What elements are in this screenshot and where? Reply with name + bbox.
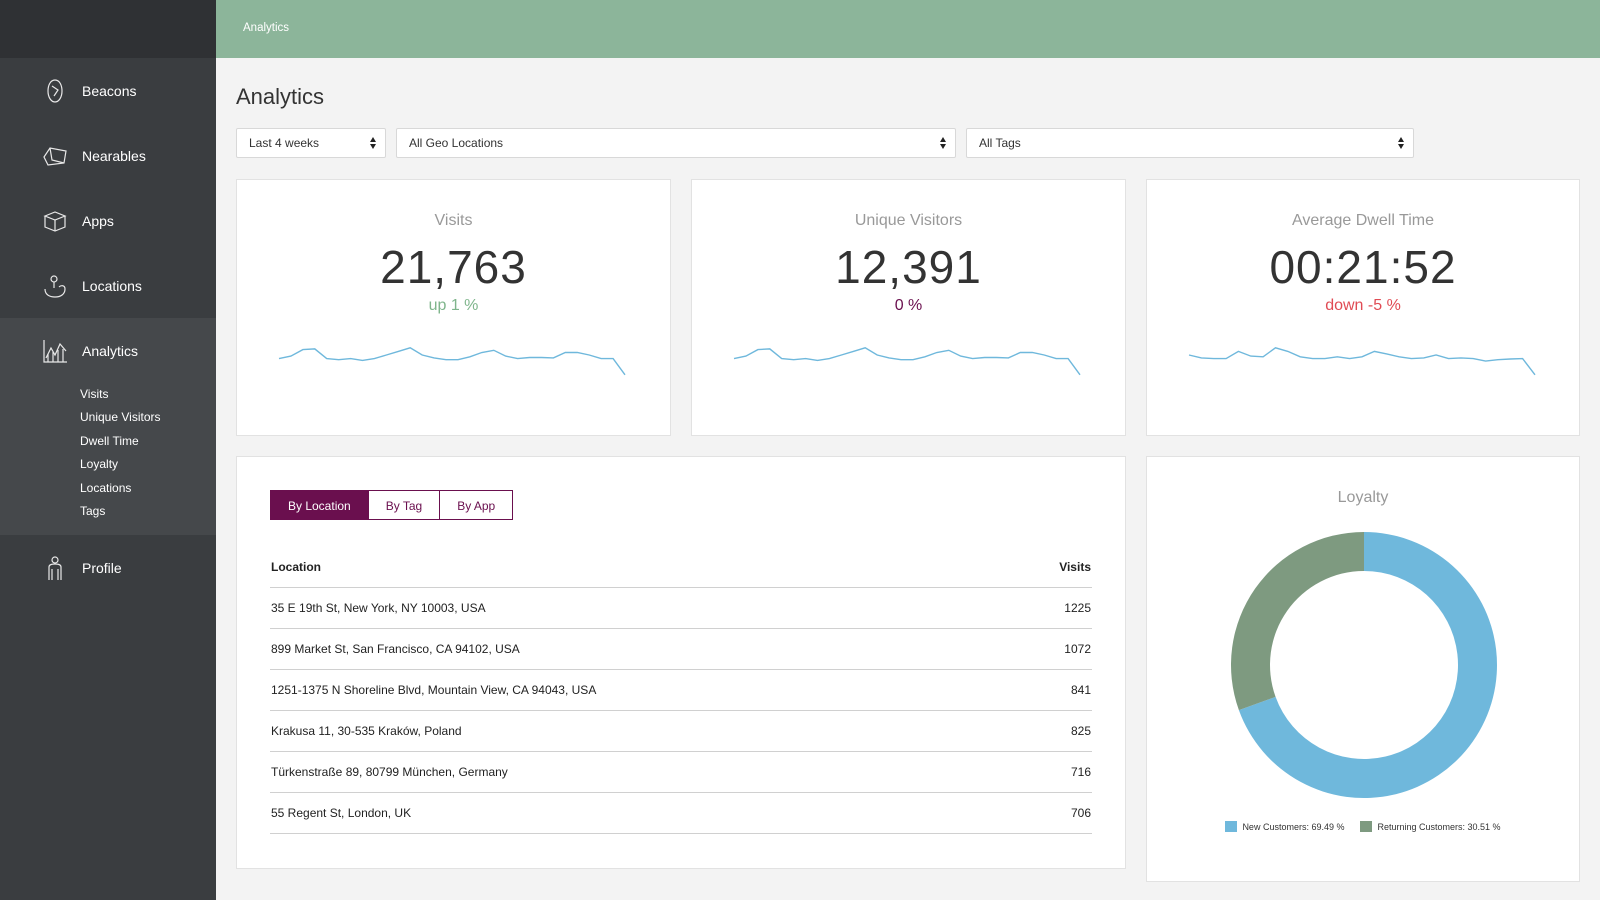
location-cell: 35 E 19th St, New York, NY 10003, USA: [270, 587, 1016, 629]
sidebar-item-label: Beacons: [82, 82, 137, 99]
select-arrows-icon: [940, 136, 948, 150]
geo-location-select[interactable]: All Geo Locations: [396, 128, 956, 158]
location-hand-icon: [42, 273, 68, 299]
stat-value: 00:21:52: [1269, 241, 1457, 293]
locations-table-card: By Location By Tag By App Location Visit…: [236, 456, 1126, 869]
select-arrows-icon: [1398, 136, 1406, 150]
sidebar-item-label: Locations: [82, 277, 142, 294]
column-header-visits[interactable]: Visits: [1015, 547, 1092, 588]
legend-item-new: New Customers: 69.49 %: [1225, 821, 1344, 832]
profile-person-icon: [42, 555, 68, 581]
sidebar-item-beacons[interactable]: Beacons: [0, 58, 216, 123]
tab-by-location[interactable]: By Location: [270, 490, 369, 520]
apps-box-icon: [42, 208, 68, 234]
sidebar-item-profile[interactable]: Profile: [0, 535, 216, 600]
visits-cell: 1072: [1015, 628, 1092, 670]
dwell-time-sparkline: [1188, 347, 1536, 376]
visits-cell: 841: [1015, 669, 1092, 711]
legend-swatch: [1360, 821, 1373, 832]
legend-label: New Customers: 69.49 %: [1242, 821, 1345, 832]
sidebar-header: [0, 0, 216, 58]
analytics-subnav: Visits Unique Visitors Dwell Time Loyalt…: [0, 383, 216, 523]
select-arrows-icon: [370, 136, 378, 150]
geo-select-value: All Geo Locations: [409, 136, 504, 150]
dwell-time-card: Average Dwell Time 00:21:52 down -5 %: [1146, 179, 1580, 436]
stat-title: Average Dwell Time: [1292, 212, 1434, 229]
location-cell: Krakusa 11, 30-535 Kraków, Poland: [270, 710, 1016, 752]
table-row[interactable]: 35 E 19th St, New York, NY 10003, USA 122…: [270, 587, 1092, 629]
loyalty-card: Loyalty New Customers: 69.49 % Returning…: [1146, 456, 1580, 882]
visits-cell: 716: [1015, 751, 1092, 793]
sidebar-item-locations[interactable]: Locations: [0, 253, 216, 318]
stat-change: 0 %: [894, 297, 923, 314]
breadcrumb[interactable]: Analytics: [243, 22, 290, 34]
table-row[interactable]: Krakusa 11, 30-535 Kraków, Poland 825: [270, 710, 1092, 752]
tags-select-value: All Tags: [979, 136, 1021, 150]
stat-change: up 1 %: [428, 297, 479, 314]
stat-value: 21,763: [380, 241, 527, 293]
stat-title: Visits: [434, 212, 473, 229]
column-header-location[interactable]: Location: [270, 547, 1016, 588]
sidebar-item-label: Profile: [82, 559, 122, 576]
visits-card: Visits 21,763 up 1 %: [236, 179, 671, 436]
sparkline-series: [1188, 347, 1536, 376]
tab-by-app[interactable]: By App: [440, 490, 514, 520]
stat-title: Unique Visitors: [854, 212, 963, 229]
tab-by-tag[interactable]: By Tag: [368, 490, 441, 520]
legend-label: Returning Customers: 30.51 %: [1377, 821, 1501, 832]
table-row[interactable]: 55 Regent St, London, UK 706: [270, 792, 1092, 834]
location-cell: 899 Market St, San Francisco, CA 94102, …: [270, 628, 1016, 670]
subnav-loyalty[interactable]: Loyalty: [80, 457, 119, 472]
sidebar-item-nearables[interactable]: Nearables: [0, 123, 216, 188]
legend-swatch: [1225, 821, 1238, 832]
sidebar-item-label: Apps: [82, 212, 114, 229]
sidebar: Beacons Nearables Apps Locations Analyti…: [0, 0, 216, 900]
location-cell: 1251-1375 N Shoreline Blvd, Mountain Vie…: [270, 669, 1016, 711]
subnav-dwell-time[interactable]: Dwell Time: [80, 433, 139, 448]
visits-cell: 825: [1015, 710, 1092, 752]
analytics-nav-group: Analytics Visits Unique Visitors Dwell T…: [0, 318, 216, 536]
period-select-value: Last 4 weeks: [249, 136, 320, 150]
analytics-chart-icon: [42, 338, 68, 364]
loyalty-legend: New Customers: 69.49 % Returning Custome…: [1147, 821, 1579, 832]
loyalty-title: Loyalty: [1337, 489, 1389, 506]
legend-item-returning: Returning Customers: 30.51 %: [1360, 821, 1501, 832]
table-row[interactable]: 899 Market St, San Francisco, CA 94102, …: [270, 628, 1092, 670]
subnav-visits[interactable]: Visits: [80, 387, 109, 401]
donut-slice-returning-customers[interactable]: [1230, 532, 1364, 711]
sidebar-item-apps[interactable]: Apps: [0, 188, 216, 253]
subnav-unique-visitors[interactable]: Unique Visitors: [80, 410, 161, 425]
table-row[interactable]: 1251-1375 N Shoreline Blvd, Mountain Vie…: [270, 669, 1092, 711]
table-row[interactable]: Türkenstraße 89, 80799 München, Germany 7…: [270, 751, 1092, 793]
visits-cell: 706: [1015, 792, 1092, 834]
subnav-locations[interactable]: Locations: [80, 480, 132, 495]
sidebar-item-label: Nearables: [82, 147, 146, 164]
nearable-icon: [42, 143, 68, 169]
tags-select[interactable]: All Tags: [966, 128, 1414, 158]
subnav-tags[interactable]: Tags: [80, 503, 106, 518]
sidebar-item-label: Analytics: [82, 342, 139, 359]
location-cell: Türkenstraße 89, 80799 München, Germany: [270, 751, 1016, 793]
period-select[interactable]: Last 4 weeks: [236, 128, 386, 158]
locations-table: Location Visits 35 E 19th St, New York, …: [270, 547, 1092, 834]
beacon-icon: [42, 78, 68, 104]
page-title: Analytics: [236, 84, 325, 109]
location-cell: 55 Regent St, London, UK: [270, 792, 1016, 834]
sparkline-series: [733, 347, 1081, 376]
loyalty-donut-chart: [1230, 532, 1497, 798]
sidebar-item-analytics[interactable]: Analytics: [0, 318, 216, 383]
table-tabs: By Location By Tag By App: [270, 490, 514, 520]
top-bar: Analytics: [216, 0, 1600, 58]
sparkline-series: [278, 347, 626, 376]
stat-value: 12,391: [835, 241, 982, 293]
table-header-row: Location Visits: [270, 547, 1092, 588]
unique-visitors-sparkline: [733, 347, 1081, 376]
visits-sparkline: [278, 347, 626, 376]
visits-cell: 1225: [1015, 587, 1092, 629]
donut-slice-new-customers[interactable]: [1238, 532, 1497, 798]
stat-change: down -5 %: [1325, 297, 1401, 314]
unique-visitors-card: Unique Visitors 12,391 0 %: [691, 179, 1126, 436]
